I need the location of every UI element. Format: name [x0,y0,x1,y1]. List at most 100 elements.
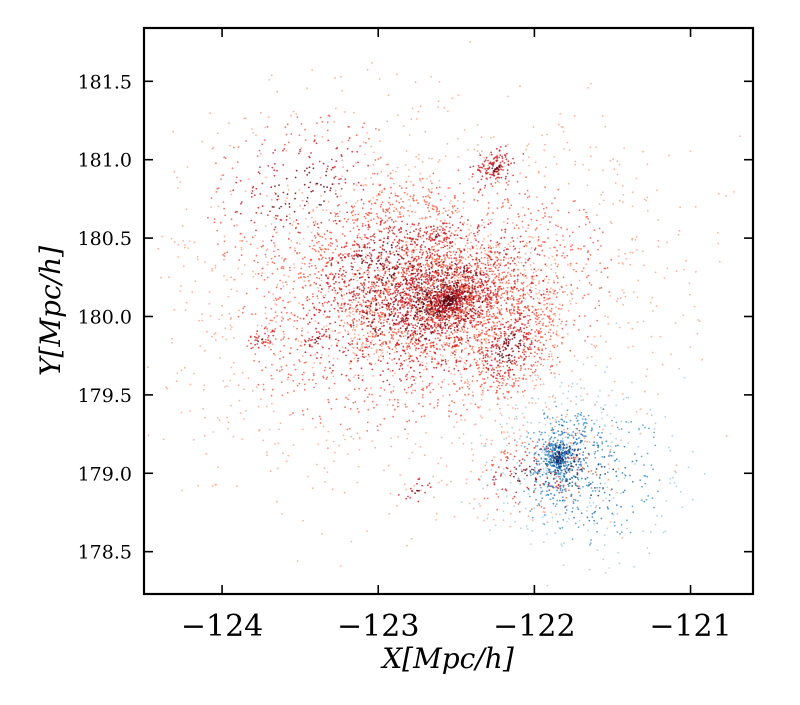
data-point [354,202,357,204]
data-point [683,268,685,271]
data-point [367,228,370,231]
data-point [396,210,399,213]
data-point [322,305,324,307]
data-point [494,317,497,320]
data-point [522,334,525,337]
data-point [550,287,552,290]
data-point [455,259,458,262]
data-point [339,253,342,255]
data-point [483,338,486,341]
data-point [508,359,511,362]
data-point [362,286,365,289]
data-point [458,360,460,363]
data-point [456,288,459,291]
data-point [511,222,514,224]
data-point [384,272,386,275]
data-point [490,247,492,250]
data-point [585,276,588,279]
data-point [363,321,366,324]
data-point [472,375,474,378]
data-point [387,302,390,305]
data-point [503,299,506,302]
data-point [458,315,461,318]
data-point [439,292,442,295]
data-point [342,434,345,437]
data-point [387,163,390,166]
data-point [451,380,454,383]
data-point [325,378,328,380]
data-point [427,286,429,289]
data-point [457,276,460,279]
data-point [356,343,359,345]
data-point [547,228,549,231]
data-point [369,387,372,390]
data-point [524,252,527,255]
data-point [528,164,530,167]
data-point [431,252,434,255]
data-point [475,258,478,261]
data-point [419,302,422,305]
data-point [437,232,439,235]
data-point [399,312,402,314]
data-point [426,320,429,323]
data-point [448,263,451,265]
data-point [535,323,538,326]
data-point [425,368,428,370]
data-point [492,246,495,249]
data-point [419,307,422,310]
data-point [484,349,487,352]
data-point [458,306,460,309]
data-point [530,340,533,342]
data-point [368,255,371,258]
data-point [370,302,373,305]
data-point [485,313,488,315]
data-point [497,337,499,340]
data-point [465,347,468,349]
data-point [378,314,381,317]
data-point [398,238,401,241]
data-point [548,418,551,420]
data-point [491,344,494,346]
data-point [341,259,344,262]
data-point [325,262,328,265]
data-point [458,254,461,256]
data-point [506,369,509,372]
data-point [452,287,455,290]
data-point [472,391,474,394]
data-point [471,325,474,328]
data-point [501,384,503,387]
data-point [407,293,410,296]
data-point [469,297,471,300]
data-point [399,285,401,288]
data-point [554,344,556,346]
data-point [587,87,590,89]
data-point [402,257,405,260]
data-point [359,255,362,258]
data-point [522,293,525,296]
data-point [390,311,393,313]
data-point [324,366,327,369]
data-point [377,285,380,288]
data-point [487,302,489,304]
data-point [382,343,384,345]
data-point [479,247,482,250]
data-point [554,293,556,296]
data-point [528,240,531,243]
data-point [434,260,437,263]
data-point [416,315,419,318]
data-point [491,353,493,355]
data-point [406,437,409,440]
data-point [459,275,462,277]
data-point [415,319,418,322]
data-point [404,275,406,278]
data-point [349,312,352,314]
data-point [477,364,480,366]
data-point [411,279,414,282]
data-point [494,267,497,269]
data-point [449,302,452,305]
data-point [396,247,399,250]
data-point [379,220,382,223]
data-point [526,292,529,295]
data-point [495,377,497,380]
data-point [499,350,502,353]
